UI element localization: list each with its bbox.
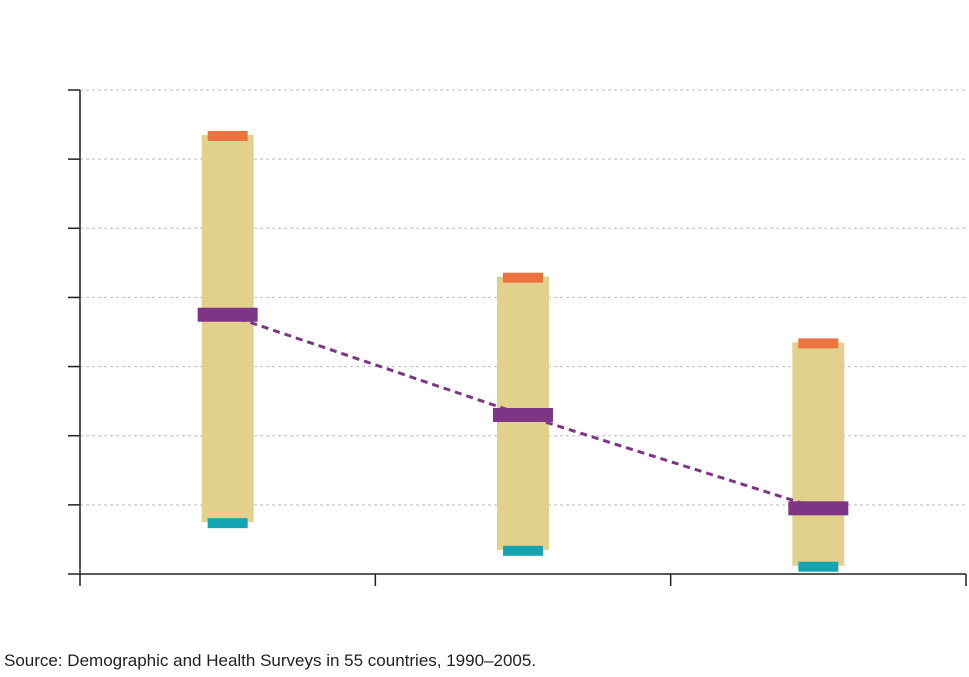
low-marker <box>503 545 543 556</box>
high-marker <box>798 338 839 349</box>
average-trend-line <box>227 313 819 510</box>
range-bar <box>792 342 845 566</box>
range-markers <box>197 130 849 572</box>
range-chart <box>68 89 967 586</box>
average-trend-line <box>227 313 819 510</box>
average-marker <box>493 407 553 422</box>
average-marker <box>788 501 849 516</box>
average-marker <box>197 307 258 322</box>
axes <box>68 89 967 586</box>
high-marker <box>207 130 248 141</box>
range-bars <box>201 134 845 566</box>
low-marker <box>798 561 839 572</box>
range-bar <box>201 134 254 523</box>
high-marker <box>503 272 543 283</box>
source-note: Source: Demographic and Health Surveys i… <box>4 651 537 670</box>
low-marker <box>207 518 248 529</box>
